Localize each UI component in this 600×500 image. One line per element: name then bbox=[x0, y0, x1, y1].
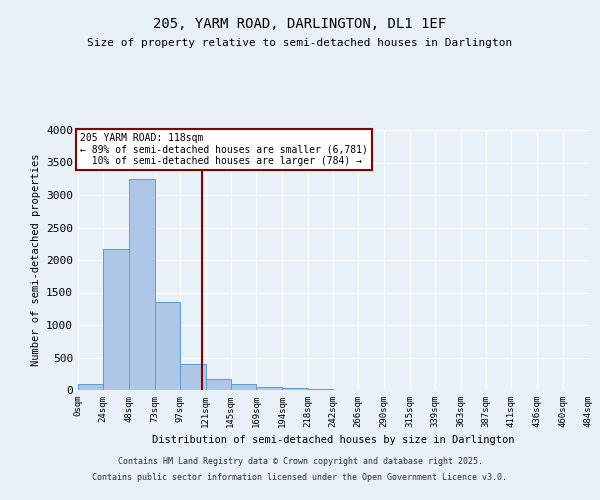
Bar bbox=[231, 384, 256, 390]
Bar bbox=[256, 387, 283, 390]
Text: Size of property relative to semi-detached houses in Darlington: Size of property relative to semi-detach… bbox=[88, 38, 512, 48]
Bar bbox=[78, 384, 103, 390]
Text: Contains HM Land Registry data © Crown copyright and database right 2025.: Contains HM Land Registry data © Crown c… bbox=[118, 458, 482, 466]
Bar bbox=[205, 378, 231, 390]
Text: Contains public sector information licensed under the Open Government Licence v3: Contains public sector information licen… bbox=[92, 472, 508, 482]
X-axis label: Distribution of semi-detached houses by size in Darlington: Distribution of semi-detached houses by … bbox=[152, 436, 514, 446]
Bar bbox=[180, 364, 205, 390]
Text: 205, YARM ROAD, DARLINGTON, DL1 1EF: 205, YARM ROAD, DARLINGTON, DL1 1EF bbox=[154, 18, 446, 32]
Bar bbox=[128, 179, 155, 390]
Y-axis label: Number of semi-detached properties: Number of semi-detached properties bbox=[31, 154, 41, 366]
Bar bbox=[283, 388, 308, 390]
Bar bbox=[103, 248, 128, 390]
Text: 205 YARM ROAD: 118sqm
← 89% of semi-detached houses are smaller (6,781)
  10% of: 205 YARM ROAD: 118sqm ← 89% of semi-deta… bbox=[80, 133, 368, 166]
Bar bbox=[155, 302, 180, 390]
